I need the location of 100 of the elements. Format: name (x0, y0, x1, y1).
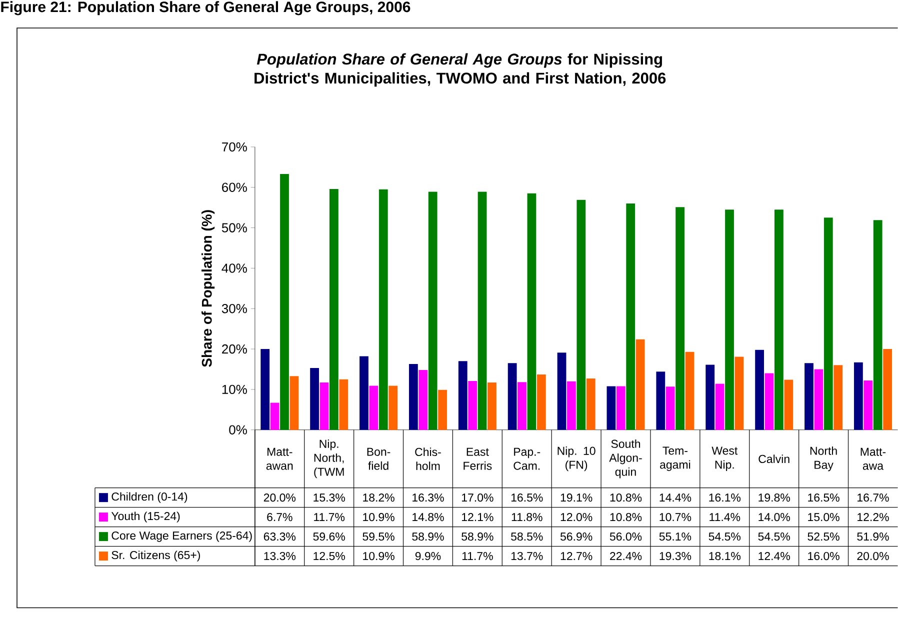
legend-label: Children (0-14) (112, 492, 188, 504)
bar (320, 382, 329, 430)
data-label: 63.3% (264, 532, 296, 541)
bar (824, 218, 833, 430)
bar (329, 189, 338, 430)
data-label: 19.8% (758, 494, 790, 502)
bar (468, 381, 478, 430)
bar (676, 207, 685, 430)
data-label: 17.0% (462, 494, 494, 502)
legend-label: Youth (15-24) (111, 512, 180, 523)
x-tick-label: Nip. 10 (FN) (558, 446, 596, 472)
x-tick-label: Bon- field (367, 448, 390, 470)
data-label: 12.2% (858, 513, 889, 522)
x-tick-label: Nip. North, (TWM (314, 440, 344, 478)
bar (339, 379, 348, 430)
data-label: 12.0% (560, 513, 592, 522)
y-tick-label: 70% (222, 142, 247, 152)
data-label: 10.8% (610, 494, 642, 502)
bar (478, 192, 487, 430)
x-tick-label: Chis- holm (415, 448, 441, 470)
data-label: 56.0% (610, 532, 642, 541)
y-tick-label: 50% (222, 223, 247, 232)
bar (685, 352, 694, 430)
x-tick-label: Calvin (758, 454, 790, 464)
bar (636, 339, 645, 430)
bar (734, 356, 744, 430)
x-tick-label: Matt- awa (860, 448, 886, 470)
bar (774, 210, 784, 430)
bar (725, 210, 734, 430)
data-label: 15.3% (314, 494, 345, 502)
bar (369, 386, 378, 430)
bar (360, 356, 368, 430)
data-label: 11.7% (462, 552, 493, 560)
data-label: 16.0% (808, 552, 840, 560)
data-label: 55.1% (659, 532, 692, 541)
bar (260, 349, 270, 430)
data-label: 10.9% (363, 513, 394, 522)
data-label: 13.3% (264, 552, 296, 560)
y-tick-label: 10% (222, 384, 247, 394)
bar (378, 189, 388, 430)
y-tick-label: 60% (222, 182, 247, 192)
bar (488, 382, 496, 430)
bar (706, 364, 715, 430)
data-label: 16.7% (858, 494, 889, 502)
x-tick-label: East Ferris (464, 448, 492, 470)
x-tick-label: West Nip. (712, 446, 738, 472)
data-label: 22.4% (610, 552, 642, 560)
bar (804, 363, 814, 430)
data-label: 10.8% (610, 513, 642, 522)
data-label: 11.8% (512, 513, 542, 522)
legend-label: Core Wage Earners (25-64) (112, 531, 252, 542)
data-label: 20.0% (857, 552, 889, 560)
bar (715, 384, 724, 430)
bar (408, 364, 418, 430)
bar (864, 380, 873, 430)
bar (557, 352, 566, 430)
bar (270, 402, 280, 430)
y-tick-label: 30% (222, 304, 247, 314)
y-axis-title: Share of Population (%) (202, 210, 215, 368)
data-label: 20.0% (264, 494, 296, 502)
bar (458, 361, 468, 430)
data-label: 9.9% (415, 552, 441, 560)
bar (576, 200, 586, 430)
data-label: 16.5% (808, 494, 840, 502)
x-tick-label: South Algon- quin (609, 440, 642, 478)
bar (755, 350, 764, 430)
data-label: 12.5% (314, 552, 345, 560)
x-tick-label: Tem- agami (660, 446, 690, 472)
data-label: 56.9% (560, 532, 592, 541)
data-label: 58.5% (511, 532, 543, 541)
data-label: 19.3% (660, 552, 692, 560)
data-label: 19.1% (560, 494, 592, 502)
bar (438, 390, 447, 430)
data-label: 16.1% (709, 494, 741, 502)
data-label: 52.5% (808, 532, 840, 541)
x-tick-label: Matt- awan (266, 448, 293, 470)
caption: Figure 21: Population Share of General Age Groups, 2006 (1, 1, 410, 16)
data-label: 54.5% (708, 532, 741, 541)
data-label: 14.4% (660, 494, 692, 502)
data-label: 11.7% (314, 513, 345, 522)
data-label: 18.2% (363, 494, 394, 502)
bar (418, 370, 428, 430)
bar (656, 372, 666, 430)
bar (586, 378, 596, 430)
x-tick-label: Pap.- Cam. (514, 448, 540, 470)
data-label: 10.7% (660, 513, 692, 522)
bar (854, 362, 863, 430)
data-label: 58.9% (412, 532, 444, 541)
data-label: 10.9% (363, 552, 394, 560)
data-label: 18.1% (709, 552, 741, 560)
bar (606, 386, 616, 430)
data-label: 58.9% (462, 532, 494, 541)
bar (527, 194, 536, 430)
bar (666, 386, 675, 430)
legend-label: Sr. Citizens (65+) (112, 550, 200, 562)
bar (388, 386, 398, 430)
data-label: 59.6% (313, 532, 345, 541)
bar (290, 376, 299, 430)
bar (567, 381, 576, 430)
bar (280, 174, 289, 430)
